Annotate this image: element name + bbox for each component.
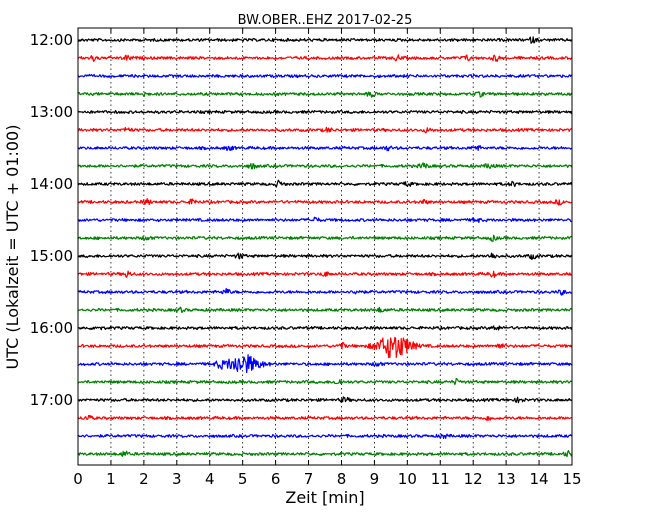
y-axis-label: UTC (Lokalzeit = UTC + 01:00)	[3, 125, 22, 370]
x-tick-label: 6	[271, 470, 281, 488]
y-tick-label: 13:00	[30, 103, 73, 121]
seismogram-trace	[77, 36, 573, 44]
x-tick-label: 11	[431, 470, 450, 488]
y-tick-label: 12:00	[30, 31, 73, 49]
seismogram-trace	[77, 179, 573, 188]
seismogram-traces	[77, 36, 573, 458]
seismogram-trace	[77, 197, 573, 206]
seismogram-trace	[77, 145, 573, 152]
x-tick-label: 5	[238, 470, 248, 488]
seismogram-trace	[77, 414, 573, 422]
seismogram-trace	[77, 54, 573, 63]
seismogram-trace	[77, 252, 573, 261]
x-tick-label: 10	[398, 470, 417, 488]
seismogram-trace	[77, 109, 573, 115]
y-tick-label: 17:00	[30, 391, 73, 409]
x-axis: 0 1 2 3 4 5 6 7 8 9 10 11 12 13 14 15	[73, 28, 582, 488]
y-tick-label: 16:00	[30, 319, 73, 337]
seismogram-trace	[77, 433, 573, 440]
x-tick-label: 2	[139, 470, 149, 488]
seismogram-trace	[77, 126, 573, 134]
seismogram-trace	[77, 449, 573, 458]
x-tick-label: 9	[370, 470, 380, 488]
y-tick-label: 14:00	[30, 175, 73, 193]
seismogram-trace	[77, 336, 573, 359]
seismogram-trace	[77, 287, 573, 296]
x-axis-label: Zeit [min]	[285, 488, 364, 507]
seismogram-trace	[77, 396, 573, 404]
x-tick-label: 8	[337, 470, 347, 488]
chart-title: BW.OBER..EHZ 2017-02-25	[238, 13, 413, 28]
x-tick-label: 15	[562, 470, 581, 488]
x-tick-label: 3	[172, 470, 182, 488]
seismogram-trace	[77, 377, 573, 386]
seismogram-trace	[77, 354, 573, 374]
y-axis: 12:00 13:00 14:00 15:00 16:00 17:00	[30, 31, 572, 409]
seismogram-trace	[77, 270, 573, 278]
x-tick-label: 1	[106, 470, 116, 488]
seismogram-trace	[77, 216, 573, 224]
y-tick-label: 15:00	[30, 247, 73, 265]
seismogram-trace	[77, 162, 573, 170]
x-tick-label: 12	[464, 470, 483, 488]
seismogram-trace	[77, 234, 573, 243]
x-tick-label: 4	[205, 470, 215, 488]
x-tick-label: 7	[304, 470, 314, 488]
seismogram-trace	[77, 91, 573, 98]
x-gridlines	[110, 28, 540, 465]
seismogram-trace	[77, 73, 573, 79]
seismogram-trace	[77, 306, 573, 314]
x-tick-label: 0	[73, 470, 83, 488]
x-tick-label: 13	[497, 470, 516, 488]
x-tick-label: 14	[530, 470, 549, 488]
seismogram-trace	[77, 325, 573, 331]
plot-frame	[77, 27, 573, 466]
